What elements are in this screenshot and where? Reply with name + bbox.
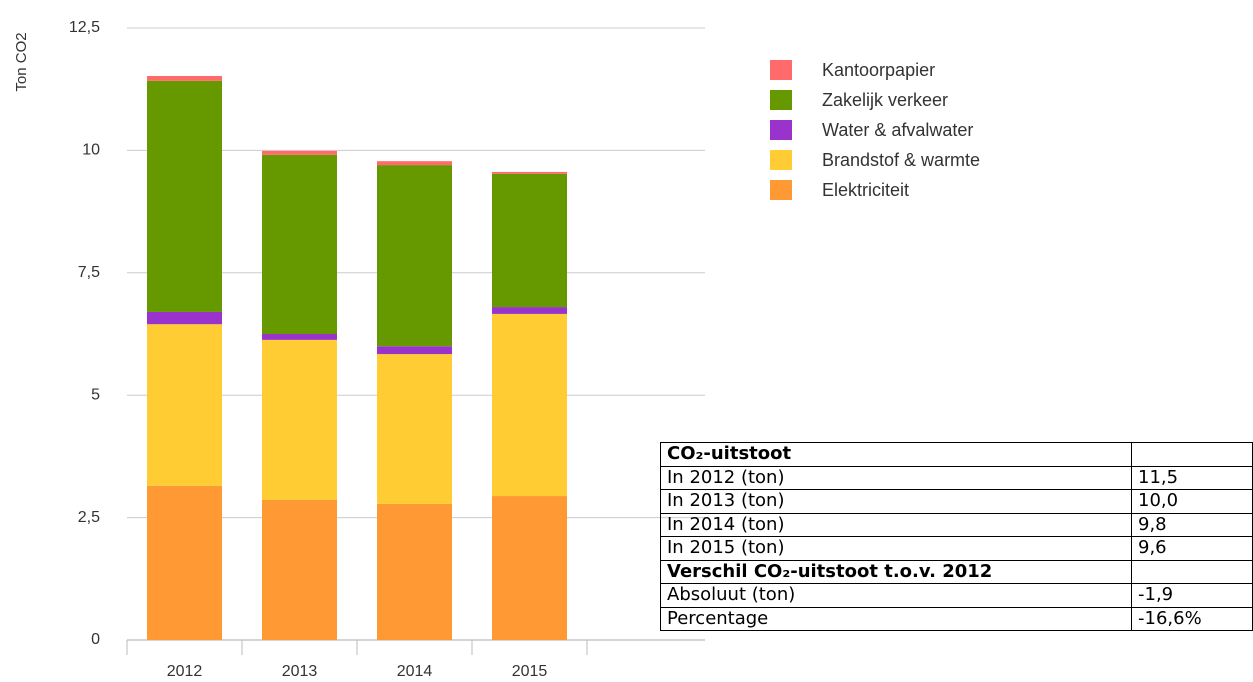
y-tick-label: 0 xyxy=(91,631,100,648)
table-cell: -1,9 xyxy=(1131,583,1253,608)
legend-swatch xyxy=(770,90,792,110)
legend-label: Elektriciteit xyxy=(822,180,909,200)
bar-segment xyxy=(262,150,337,155)
legend-swatch xyxy=(770,120,792,140)
y-tick-label: 12,5 xyxy=(69,19,100,36)
table-row: In 2015 (ton) 9,6 xyxy=(660,536,1253,561)
summary-table: CO₂-uitstoot In 2012 (ton) 11,5 In 2013 (to… xyxy=(660,442,1253,631)
legend-label: Kantoorpapier xyxy=(822,60,935,80)
y-tick-label: 7,5 xyxy=(78,264,100,281)
table-cell: Absoluut (ton) xyxy=(660,583,1132,608)
y-tick-label: 10 xyxy=(82,142,100,159)
bar-segment xyxy=(492,307,567,314)
table-cell: 9,6 xyxy=(1131,536,1253,561)
legend-swatch xyxy=(770,60,792,80)
bar-segment xyxy=(147,324,222,486)
legend-swatch xyxy=(770,150,792,170)
table-cell: In 2012 (ton) xyxy=(660,465,1132,490)
y-tick-label: 5 xyxy=(91,386,100,403)
x-tick-label: 2014 xyxy=(397,663,433,680)
table-cell: 9,8 xyxy=(1131,512,1253,537)
bar-segment xyxy=(262,499,337,640)
table-row: In 2012 (ton) 11,5 xyxy=(660,465,1253,490)
table-row: Absoluut (ton) -1,9 xyxy=(660,583,1253,608)
y-axis-label: Ton CO2 xyxy=(13,32,30,91)
table-row: CO₂-uitstoot xyxy=(660,442,1253,467)
x-tick-label: 2013 xyxy=(282,663,318,680)
bar-segment xyxy=(377,346,452,355)
y-tick-label: 2,5 xyxy=(78,509,100,526)
bar-segment xyxy=(377,354,452,504)
bar-segment xyxy=(147,311,222,325)
table-cell: In 2014 (ton) xyxy=(660,512,1132,537)
bar-segment xyxy=(492,496,567,640)
x-tick-label: 2012 xyxy=(167,663,203,680)
table-row: In 2014 (ton) 9,8 xyxy=(660,512,1253,537)
legend-swatch xyxy=(770,180,792,200)
table-cell: 10,0 xyxy=(1131,489,1253,514)
legend-label: Zakelijk verkeer xyxy=(822,90,948,110)
bar-segment xyxy=(147,75,222,81)
table-row: In 2013 (ton) 10,0 xyxy=(660,489,1253,514)
x-tick-label: 2015 xyxy=(512,663,548,680)
table-cell: CO₂-uitstoot xyxy=(660,442,1132,467)
bar-segment xyxy=(377,165,452,347)
table-cell: In 2015 (ton) xyxy=(660,536,1132,561)
bar-segment xyxy=(377,161,452,166)
table-cell: Percentage xyxy=(660,606,1132,631)
bar-segment xyxy=(262,334,337,340)
legend-label: Brandstof & warmte xyxy=(822,150,980,170)
bar-segment xyxy=(377,503,452,640)
table-row: Percentage -16,6% xyxy=(660,606,1253,631)
table-cell xyxy=(1131,559,1253,584)
table-cell: In 2013 (ton) xyxy=(660,489,1132,514)
table-cell: -16,6% xyxy=(1131,606,1253,631)
bar-segment xyxy=(492,171,567,174)
bar-segment xyxy=(147,80,222,312)
table-cell xyxy=(1131,442,1253,467)
bar-segment xyxy=(262,154,337,334)
table-cell: 11,5 xyxy=(1131,465,1253,490)
bar-segment xyxy=(147,485,222,640)
table-cell: Verschil CO₂-uitstoot t.o.v. 2012 xyxy=(660,559,1132,584)
legend-label: Water & afvalwater xyxy=(822,120,973,140)
bar-segment xyxy=(262,339,337,500)
bar-segment xyxy=(492,173,567,308)
table-row: Verschil CO₂-uitstoot t.o.v. 2012 xyxy=(660,559,1253,584)
bar-segment xyxy=(492,313,567,497)
